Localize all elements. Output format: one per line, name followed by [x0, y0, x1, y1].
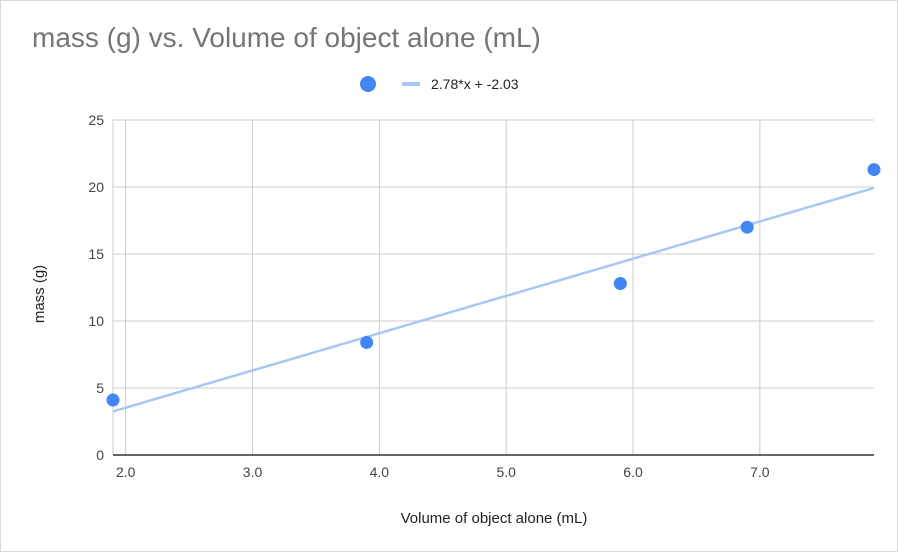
- legend-trendline-label: 2.78*x + -2.03: [431, 76, 519, 92]
- chart-title: mass (g) vs. Volume of object alone (mL): [32, 22, 541, 53]
- data-point: [867, 163, 881, 177]
- y-tick-label: 5: [96, 380, 104, 396]
- data-point: [106, 393, 120, 407]
- x-axis-title: Volume of object alone (mL): [401, 510, 588, 527]
- x-tick-label: 7.0: [750, 464, 770, 480]
- data-point: [613, 276, 627, 290]
- x-tick-label: 6.0: [623, 464, 643, 480]
- y-tick-label: 15: [88, 246, 104, 262]
- x-tick-label: 3.0: [243, 464, 263, 480]
- grid-lines: [112, 119, 874, 456]
- x-tick-label: 2.0: [116, 464, 136, 480]
- x-tick-label: 5.0: [496, 464, 516, 480]
- data-point: [360, 335, 374, 349]
- y-tick-label: 10: [88, 313, 104, 329]
- legend: 2.78*x + -2.03: [360, 76, 519, 92]
- data-points: [106, 163, 881, 407]
- y-tick-label: 0: [96, 447, 104, 463]
- data-point: [740, 220, 754, 234]
- tick-labels: 0 5 10 15 20 25 2.0 3.0 4.0 5.0 6.0 7.0: [88, 112, 769, 480]
- x-tick-label: 4.0: [370, 464, 390, 480]
- legend-point-marker: [360, 76, 376, 92]
- y-tick-label: 25: [88, 112, 104, 128]
- y-tick-label: 20: [88, 179, 104, 195]
- y-axis-title: mass (g): [31, 265, 48, 323]
